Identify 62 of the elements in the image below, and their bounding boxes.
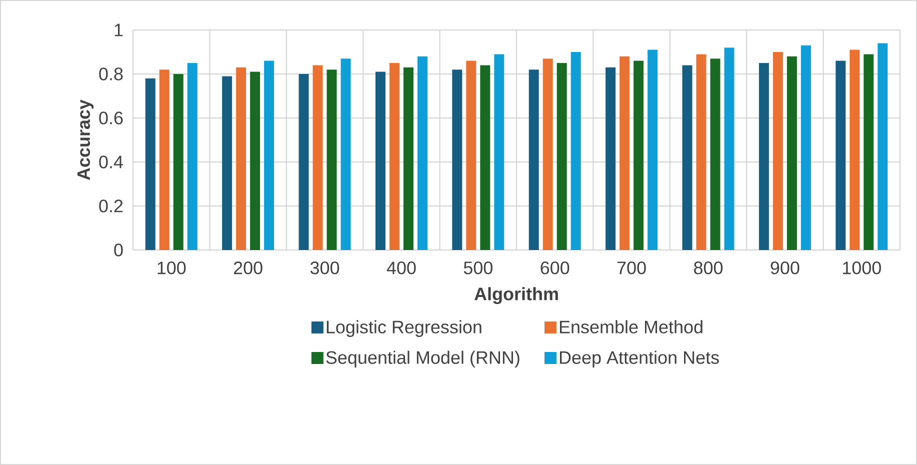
bar [222,76,232,250]
bar [326,70,337,250]
bar [340,58,351,250]
bar [528,70,539,250]
bar [758,62,769,250]
bar [173,74,184,250]
bar [710,58,720,250]
bar [836,60,846,250]
x-tick-label: 800 [694,262,723,274]
bar [298,74,309,250]
bar [389,62,400,250]
bar [236,67,246,250]
bar [786,56,797,250]
bar [864,54,874,250]
bar [620,56,630,250]
bar [452,70,462,250]
x-tick-label: 400 [386,262,416,274]
y-tick-label: 1 [114,24,123,36]
bar [375,72,386,250]
x-tick-label: 900 [770,262,800,274]
y-tick-label: 0.4 [99,156,123,168]
bar [250,72,260,250]
bar [570,52,581,250]
x-tick-label: 100 [158,262,186,274]
y-tick-label: 0.8 [99,68,123,80]
x-tick-label: 600 [540,262,570,274]
bar [542,58,553,250]
bar [159,70,170,250]
bar [772,52,783,250]
bar [312,65,323,250]
bar [264,60,274,250]
bar [850,50,860,250]
bar [403,67,414,250]
y-axis-title: Accuracy [77,100,94,180]
bar [696,54,706,250]
x-tick-label: 300 [310,262,340,274]
bar [724,48,734,250]
bar [480,65,490,250]
x-tick-label: 1000 [842,262,881,274]
legend-label: Sequential Model (RNN) [326,350,520,368]
bar [417,56,428,250]
bar [606,67,616,250]
y-tick-label: 0.2 [99,200,123,212]
y-tick-label: 0.6 [99,112,123,124]
legend-label: Logistic Regression [326,320,482,337]
bar [145,78,156,250]
x-tick-label: 200 [234,262,262,274]
bar [494,54,504,250]
bar [878,43,888,250]
bar [800,45,811,250]
bar [556,62,567,250]
x-axis-title: Algorithm [474,287,558,304]
bar [187,62,198,250]
y-tick-label: 0 [114,244,123,256]
x-tick-label: 700 [617,262,646,274]
bar [648,50,658,250]
legend-label: Ensemble Method [560,320,702,334]
bar [682,65,692,250]
bar [466,60,476,250]
legend-label: Deep Attention Nets [560,350,719,368]
x-tick-label: 500 [464,262,492,274]
bar [634,60,644,250]
